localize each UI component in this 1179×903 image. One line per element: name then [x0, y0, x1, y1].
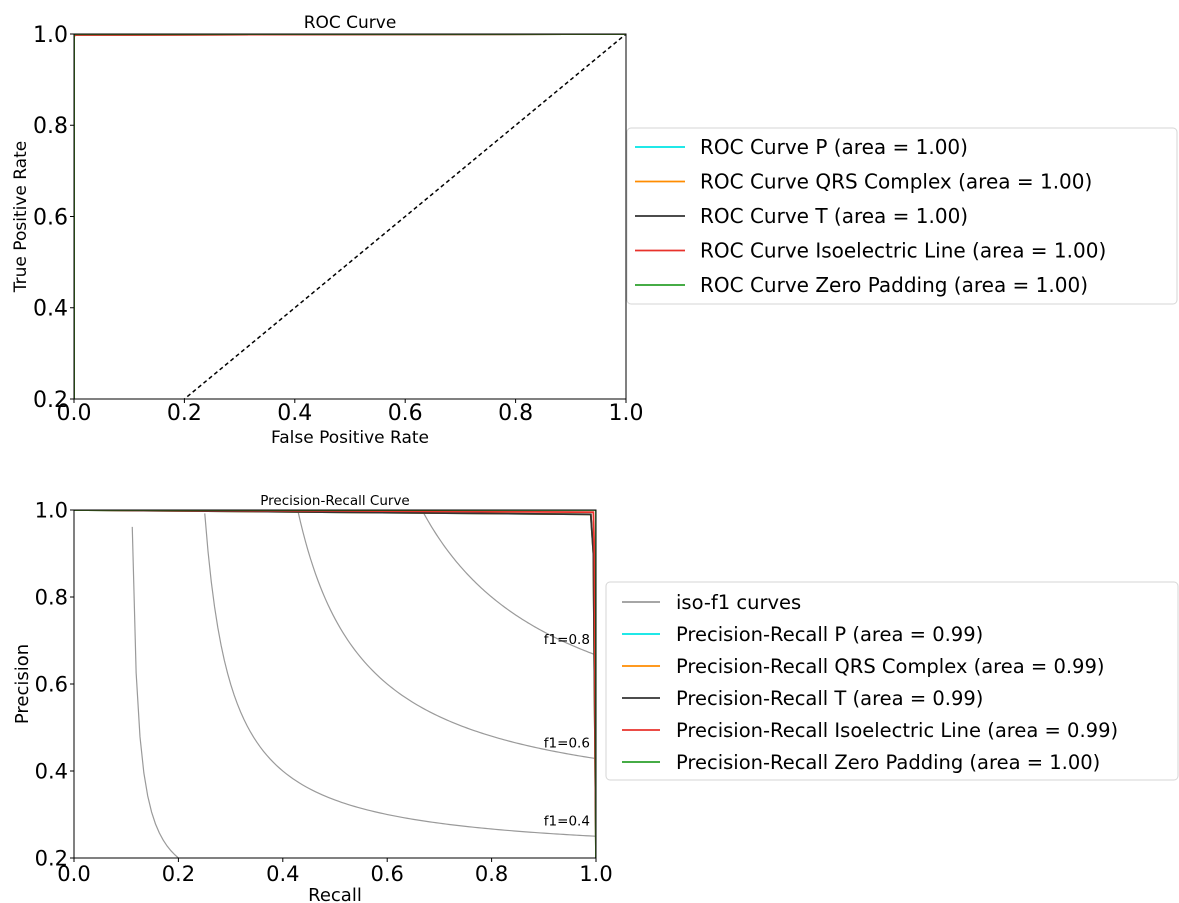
x-axis-label: Recall: [308, 885, 362, 903]
legend-box: [605, 581, 1179, 781]
series-line: [74, 510, 596, 858]
y-tick-label: 0.6: [35, 673, 68, 697]
legend: ROC Curve P (area = 1.00) ROC Curve QRS C…: [626, 127, 1178, 305]
y-tick-label: 0.8: [35, 586, 68, 610]
legend-label: ROC Curve Isoelectric Line (area = 1.00): [700, 239, 1106, 263]
legend-box: [626, 127, 1178, 305]
iso-f1-label: f1=0.6: [544, 736, 590, 752]
y-axis-label: True Positive Rate: [11, 141, 31, 293]
legend-label: ROC Curve Zero Padding (area = 1.00): [700, 273, 1088, 297]
y-tick-label: 0.4: [35, 760, 68, 784]
legend: iso-f1 curves Precision-Recall P (area = …: [605, 581, 1179, 781]
x-tick-label: 0.8: [475, 862, 508, 886]
y-tick-label: 0.8: [33, 114, 68, 139]
roc-chart: 0.0 0.2 0.4 0.6 0.8 1.00.20.40.60.81.0 ROC Cur…: [11, 13, 1178, 448]
iso-f1-curve: [131, 526, 180, 858]
y-tick-label: 0.2: [35, 847, 68, 871]
plot-area: [74, 510, 596, 858]
series-line: [74, 510, 596, 858]
x-tick-label: 0.6: [370, 862, 403, 886]
y-tick-label: 1.0: [35, 499, 68, 523]
y-tick-label: 0.2: [33, 388, 68, 413]
legend-label: ROC Curve P (area = 1.00): [700, 135, 968, 159]
legend-label: iso-f1 curves: [676, 591, 801, 614]
legend-label: ROC Curve QRS Complex (area = 1.00): [700, 170, 1092, 194]
precision-recall-chart: f1=0.4f1=0.6f1=0.80.0 0.2 0.4 0.6 0.8 1.00.20…: [12, 493, 1179, 903]
x-tick-label: 0.2: [167, 401, 202, 426]
chart-title: Precision-Recall Curve: [260, 493, 410, 509]
chart-title: ROC Curve: [304, 13, 397, 33]
iso-f1-curve: [297, 511, 596, 760]
series-line: [74, 510, 596, 858]
x-tick-label: 0.6: [388, 401, 423, 426]
iso-f1-curve: [204, 513, 596, 837]
iso-f1-label: f1=0.4: [544, 813, 590, 829]
series-line: [74, 510, 596, 858]
x-tick-label: 0.0: [57, 862, 90, 886]
x-tick-label: 0.8: [498, 401, 533, 426]
x-tick-label: 0.4: [266, 862, 299, 886]
legend-label: Precision-Recall P (area = 0.99): [676, 623, 983, 646]
x-axis-label: False Positive Rate: [271, 428, 429, 448]
x-tick-label: 1.0: [609, 401, 644, 426]
legend-label: Precision-Recall Isoelectric Line (area …: [676, 719, 1118, 742]
y-axis-label: Precision: [12, 644, 33, 724]
axes-frame: [73, 509, 597, 859]
series-line: [74, 510, 596, 858]
axes-frame: [73, 33, 627, 400]
y-tick-label: 0.6: [33, 205, 68, 230]
x-tick-label: 1.0: [579, 862, 612, 886]
x-tick-label: 0.2: [162, 862, 195, 886]
legend-label: Precision-Recall T (area = 0.99): [676, 687, 983, 710]
legend-label: Precision-Recall Zero Padding (area = 1.…: [676, 751, 1100, 774]
y-tick-label: 1.0: [33, 23, 68, 48]
x-tick-label: 0.4: [277, 401, 312, 426]
legend-label: Precision-Recall QRS Complex (area = 0.9…: [676, 655, 1104, 678]
plot-area: [74, 34, 626, 399]
iso-f1-label: f1=0.8: [544, 632, 590, 648]
diagonal-reference-line: [183, 34, 626, 399]
legend-label: ROC Curve T (area = 1.00): [700, 204, 968, 228]
y-tick-label: 0.4: [33, 297, 68, 322]
iso-f1-curve: [421, 510, 596, 656]
x-tick-label: 0.0: [57, 401, 92, 426]
